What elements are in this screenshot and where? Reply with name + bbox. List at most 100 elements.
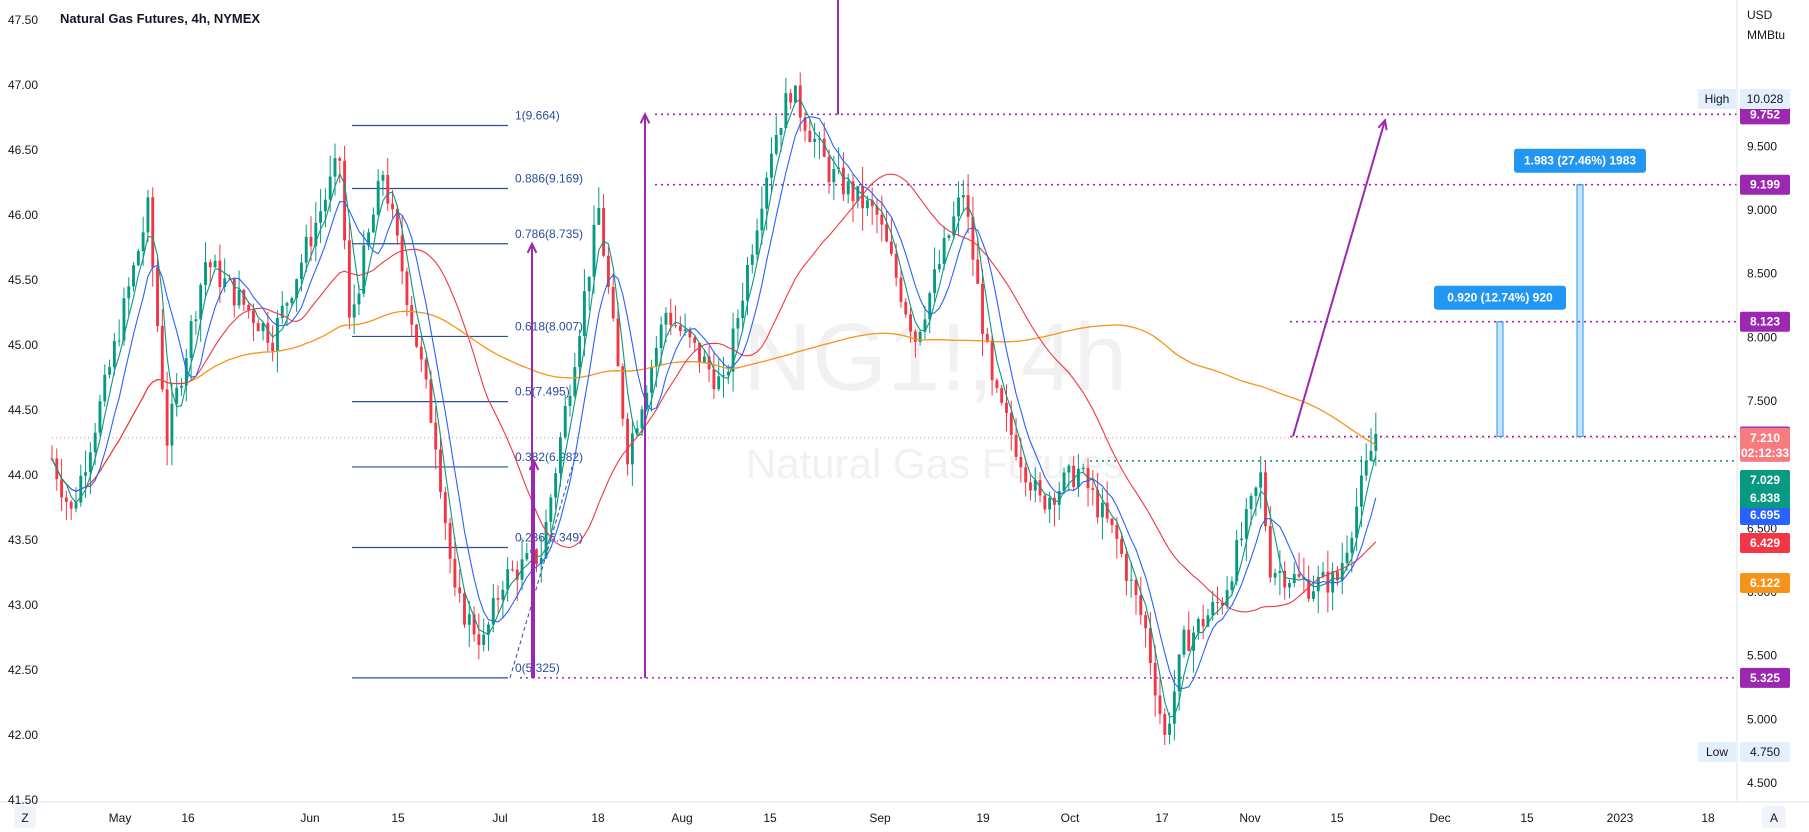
svg-text:Z: Z: [21, 811, 28, 825]
candle: [1048, 491, 1052, 523]
candle-body: [271, 342, 275, 352]
candle-body: [1273, 573, 1277, 578]
candle: [496, 585, 500, 613]
left-axis-tick: 44.50: [8, 403, 38, 417]
candle-body: [1019, 456, 1023, 468]
right-axis[interactable]: 9.5009.0008.5008.0007.5006.5006.0005.500…: [1747, 139, 1777, 790]
candle: [1024, 462, 1028, 497]
candle: [539, 535, 543, 583]
candle-body: [654, 348, 658, 367]
candle: [808, 119, 812, 143]
drawings[interactable]: [526, 0, 1388, 678]
candle-body: [429, 379, 433, 423]
measure-boxes[interactable]: 1.983 (27.46%) 1983 0.920 (12.74%) 920: [1434, 148, 1646, 438]
candle-body: [976, 259, 980, 284]
measure-range[interactable]: [1496, 321, 1504, 438]
candle-body: [453, 558, 457, 588]
candle: [112, 332, 116, 376]
candle: [678, 316, 682, 337]
candle-body: [299, 262, 303, 280]
candle: [1331, 562, 1335, 611]
candle: [395, 204, 399, 244]
right-axis-tick: 8.000: [1747, 330, 1777, 344]
candle-body: [1326, 571, 1330, 593]
auto-scale-button[interactable]: A: [1762, 806, 1786, 828]
candle: [1321, 561, 1325, 579]
candle-body: [184, 358, 188, 386]
candle: [669, 298, 673, 335]
candle-body: [1230, 581, 1234, 591]
candle: [1029, 475, 1032, 501]
candle-body: [443, 492, 447, 524]
candle: [549, 493, 553, 533]
candle: [918, 330, 922, 346]
candle: [1364, 443, 1368, 481]
candle: [391, 189, 394, 219]
timezone-button[interactable]: Z: [14, 806, 36, 828]
candle-body: [813, 139, 817, 142]
right-axis-tick: 5.500: [1747, 649, 1777, 663]
watermark-symbol: NG1!, 4h: [743, 304, 1127, 411]
candle: [1000, 384, 1004, 406]
candle: [904, 298, 908, 318]
measure-label-box: [1514, 148, 1646, 173]
candle: [199, 282, 203, 343]
measure-range[interactable]: [1576, 184, 1584, 438]
left-axis-tick: 43.00: [8, 598, 38, 612]
candle-body: [1153, 663, 1157, 696]
candle-body: [803, 117, 807, 131]
time-axis[interactable]: May 16 Jun 15 Jul 18 Aug 15 Sep 19 Oct 17 Nov 15 Dec 15…: [109, 811, 1715, 825]
current-price-badge-bg: [1740, 427, 1790, 462]
candle: [487, 621, 490, 651]
candle-body: [909, 314, 912, 332]
candle: [319, 189, 323, 244]
candle: [175, 373, 179, 417]
candle-body: [635, 428, 639, 434]
candle-body: [1235, 540, 1239, 582]
candle-body: [736, 318, 740, 329]
candle: [674, 305, 677, 329]
candle-body: [93, 432, 97, 453]
candle-body: [1307, 579, 1311, 599]
candle: [712, 351, 716, 399]
left-axis-tick: 45.50: [8, 273, 38, 287]
candle-body: [1168, 723, 1172, 735]
candle: [1273, 568, 1277, 586]
time-axis-tick: Jul: [492, 811, 507, 825]
candle: [1225, 575, 1229, 610]
candle: [338, 156, 342, 184]
candle: [616, 302, 620, 367]
candle-body: [861, 185, 865, 209]
candle: [1288, 579, 1291, 599]
candle: [760, 186, 764, 245]
candle-body: [985, 333, 989, 342]
high-value-bg: [1740, 89, 1790, 109]
candle-body: [1220, 602, 1224, 606]
candle: [1115, 517, 1119, 559]
candle: [439, 437, 442, 499]
candle: [1312, 575, 1315, 602]
candle-body: [319, 211, 323, 223]
candle-body: [525, 553, 529, 560]
candle-body: [170, 403, 174, 446]
candle: [1192, 625, 1195, 673]
candle: [208, 259, 212, 286]
candle-body: [995, 380, 999, 388]
candle-body: [458, 587, 462, 594]
projection-arrow-line[interactable]: [1292, 120, 1386, 437]
candle-body: [582, 291, 586, 337]
left-axis[interactable]: 47.50 47.00 46.50 46.00 45.50 45.00 44.50 44.00…: [8, 13, 38, 807]
candle: [535, 548, 538, 573]
candle-body: [1350, 537, 1354, 553]
high-tag: High: [1705, 92, 1730, 106]
candle-body: [424, 359, 428, 380]
candle-body: [136, 251, 140, 266]
candle-body: [1288, 583, 1291, 588]
candle-body: [539, 558, 543, 565]
candle: [933, 247, 936, 303]
candle-body: [1254, 487, 1258, 496]
candle-body: [1076, 468, 1080, 488]
time-axis-tick: 19: [976, 811, 990, 825]
candle: [64, 490, 68, 520]
